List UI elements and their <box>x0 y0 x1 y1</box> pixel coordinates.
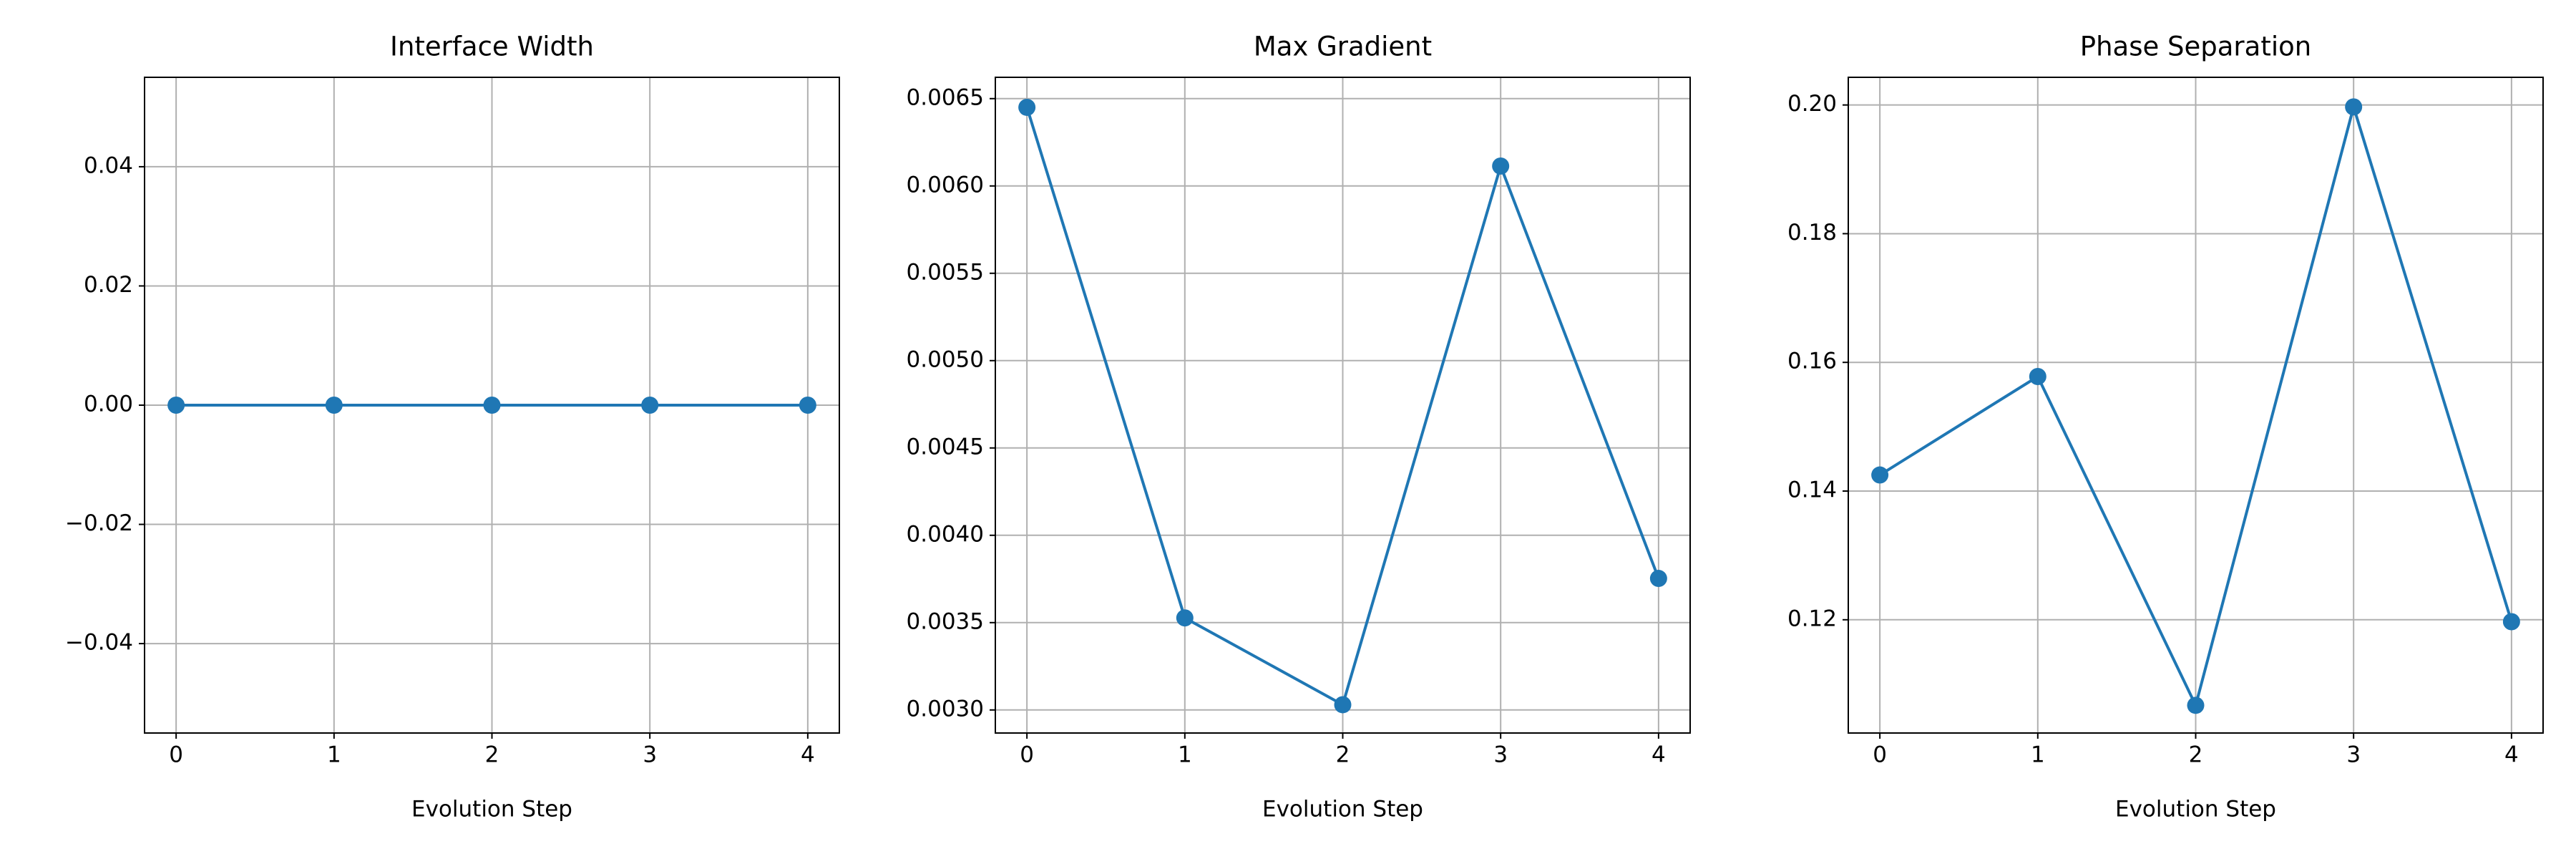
data-point <box>2345 98 2363 116</box>
chart-title: Interface Width <box>390 31 594 62</box>
y-tick-label: 0.0035 <box>907 608 984 634</box>
data-point <box>1649 570 1667 588</box>
y-tick-label: 0.0045 <box>907 434 984 460</box>
plot-frame <box>995 77 1691 734</box>
data-point <box>1871 466 1889 484</box>
y-tick-label: 0.02 <box>84 272 133 298</box>
data-point <box>2029 367 2046 385</box>
x-tick-label: 4 <box>2504 742 2519 768</box>
chart-panel: Max Gradient Evolution Step 0.0030 0.0035 0.… <box>907 31 1691 822</box>
x-tick-label: 3 <box>643 742 657 768</box>
x-tick-label: 1 <box>327 742 341 768</box>
data-point <box>325 397 343 414</box>
chart-title: Phase Separation <box>2080 31 2311 62</box>
x-tick-label: 1 <box>1178 742 1192 768</box>
plot-frame <box>1848 77 2544 734</box>
data-point <box>167 397 185 414</box>
y-tick-label: −0.02 <box>65 510 133 536</box>
chart-panel: Phase Separation Evolution Step 0.12 0.14 0.… <box>1787 31 2544 822</box>
x-axis-label: Evolution Step <box>1262 797 1423 822</box>
x-tick-label: 4 <box>1652 742 1666 768</box>
x-tick-label: 0 <box>169 742 183 768</box>
chart-title: Max Gradient <box>1254 31 1432 62</box>
y-tick-label: 0.18 <box>1787 220 1837 246</box>
plot-frame <box>144 77 840 734</box>
y-tick-label: 0.0030 <box>907 696 984 722</box>
data-point <box>2187 697 2205 714</box>
data-point <box>1018 98 1036 116</box>
y-tick-label: 0.0055 <box>907 259 984 285</box>
data-point <box>799 397 816 414</box>
data-point <box>2502 613 2520 631</box>
x-tick-label: 3 <box>1493 742 1508 768</box>
x-tick-label: 0 <box>1020 742 1034 768</box>
x-tick-label: 2 <box>2189 742 2203 768</box>
y-tick-label: 0.04 <box>84 152 133 178</box>
y-tick-label: 0.16 <box>1787 349 1837 374</box>
x-tick-label: 1 <box>2031 742 2045 768</box>
y-tick-label: 0.0040 <box>907 521 984 547</box>
y-tick-label: 0.12 <box>1787 606 1837 631</box>
y-tick-label: 0.0065 <box>907 84 984 110</box>
y-tick-label: 0.0060 <box>907 172 984 198</box>
y-tick-label: −0.04 <box>65 630 133 656</box>
x-tick-label: 4 <box>801 742 815 768</box>
data-point <box>1334 696 1352 714</box>
x-tick-label: 2 <box>485 742 499 768</box>
y-tick-label: 0.00 <box>84 392 133 417</box>
x-tick-label: 0 <box>1873 742 1887 768</box>
data-point <box>641 397 659 414</box>
y-tick-label: 0.0050 <box>907 346 984 372</box>
chart-panel: Interface Width Evolution Step −0.04 −0.02 0… <box>65 31 840 822</box>
data-point <box>1176 609 1194 627</box>
x-tick-label: 3 <box>2346 742 2361 768</box>
y-tick-label: 0.20 <box>1787 91 1837 117</box>
x-axis-label: Evolution Step <box>411 797 572 822</box>
data-point <box>1492 157 1510 175</box>
x-tick-label: 2 <box>1336 742 1350 768</box>
y-tick-label: 0.14 <box>1787 477 1837 503</box>
data-point <box>483 397 501 414</box>
x-axis-label: Evolution Step <box>2115 797 2276 822</box>
